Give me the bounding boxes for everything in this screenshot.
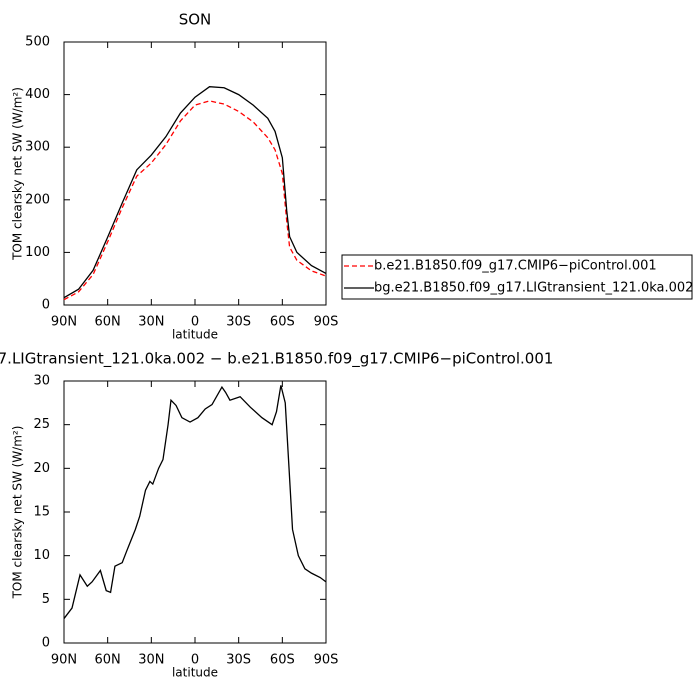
x-tick-label: 30S: [226, 653, 251, 668]
legend-label: b.e21.B1850.f09_g17.CMIP6−piControl.001: [374, 259, 657, 274]
chart-title: bg.e21.B1850.f09_g17.LIGtransient_121.0k…: [0, 350, 553, 369]
y-tick-label: 15: [33, 505, 50, 520]
x-tick-label: 0: [191, 315, 199, 330]
y-tick-label: 5: [42, 592, 50, 607]
data-line: [63, 100, 327, 301]
data-line: [63, 86, 327, 299]
y-tick-label: 300: [25, 140, 50, 155]
y-tick-label: 10: [33, 548, 50, 563]
x-tick-label: 90S: [314, 653, 339, 668]
x-axis-label: latitude: [172, 666, 218, 680]
x-tick-label: 90N: [51, 315, 77, 330]
y-axis-label: TOM clearsky net SW (W/m²): [11, 426, 25, 600]
y-tick-label: 25: [33, 417, 50, 432]
x-tick-label: 30S: [226, 315, 251, 330]
y-tick-label: 30: [33, 374, 50, 389]
data-line: [63, 385, 327, 619]
y-tick-label: 0: [42, 298, 50, 313]
legend-label: bg.e21.B1850.f09_g17.LIGtransient_121.0k…: [374, 281, 693, 296]
y-tick-label: 200: [25, 192, 50, 207]
x-tick-label: 60S: [270, 653, 295, 668]
x-tick-label: 30N: [138, 315, 164, 330]
y-tick-label: 20: [33, 461, 50, 476]
x-tick-label: 60N: [95, 653, 121, 668]
x-axis-label: latitude: [172, 328, 218, 342]
x-tick-label: 60N: [95, 315, 121, 330]
y-tick-label: 400: [25, 87, 50, 102]
x-tick-label: 90N: [51, 653, 77, 668]
y-tick-label: 500: [25, 35, 50, 50]
chart-title: SON: [179, 11, 212, 29]
x-tick-label: 30N: [138, 653, 164, 668]
y-axis-label: TOM clearsky net SW (W/m²): [11, 87, 25, 261]
legend-box: [341, 254, 693, 300]
plot-frame: [63, 41, 327, 306]
x-tick-label: 90S: [314, 315, 339, 330]
x-tick-label: 0: [191, 653, 199, 668]
y-tick-label: 0: [42, 636, 50, 651]
x-tick-label: 60S: [270, 315, 295, 330]
y-tick-label: 100: [25, 245, 50, 260]
